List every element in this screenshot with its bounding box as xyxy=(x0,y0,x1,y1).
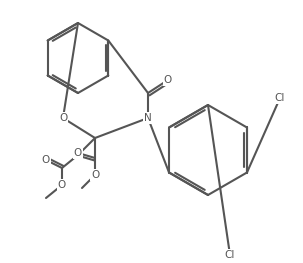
Text: O: O xyxy=(91,170,99,180)
Text: N: N xyxy=(144,113,152,123)
Text: O: O xyxy=(164,75,172,85)
Text: O: O xyxy=(58,180,66,190)
Text: O: O xyxy=(59,113,67,123)
Text: O: O xyxy=(42,155,50,165)
Text: Cl: Cl xyxy=(275,93,285,103)
Text: Cl: Cl xyxy=(225,250,235,260)
Text: O: O xyxy=(74,148,82,158)
